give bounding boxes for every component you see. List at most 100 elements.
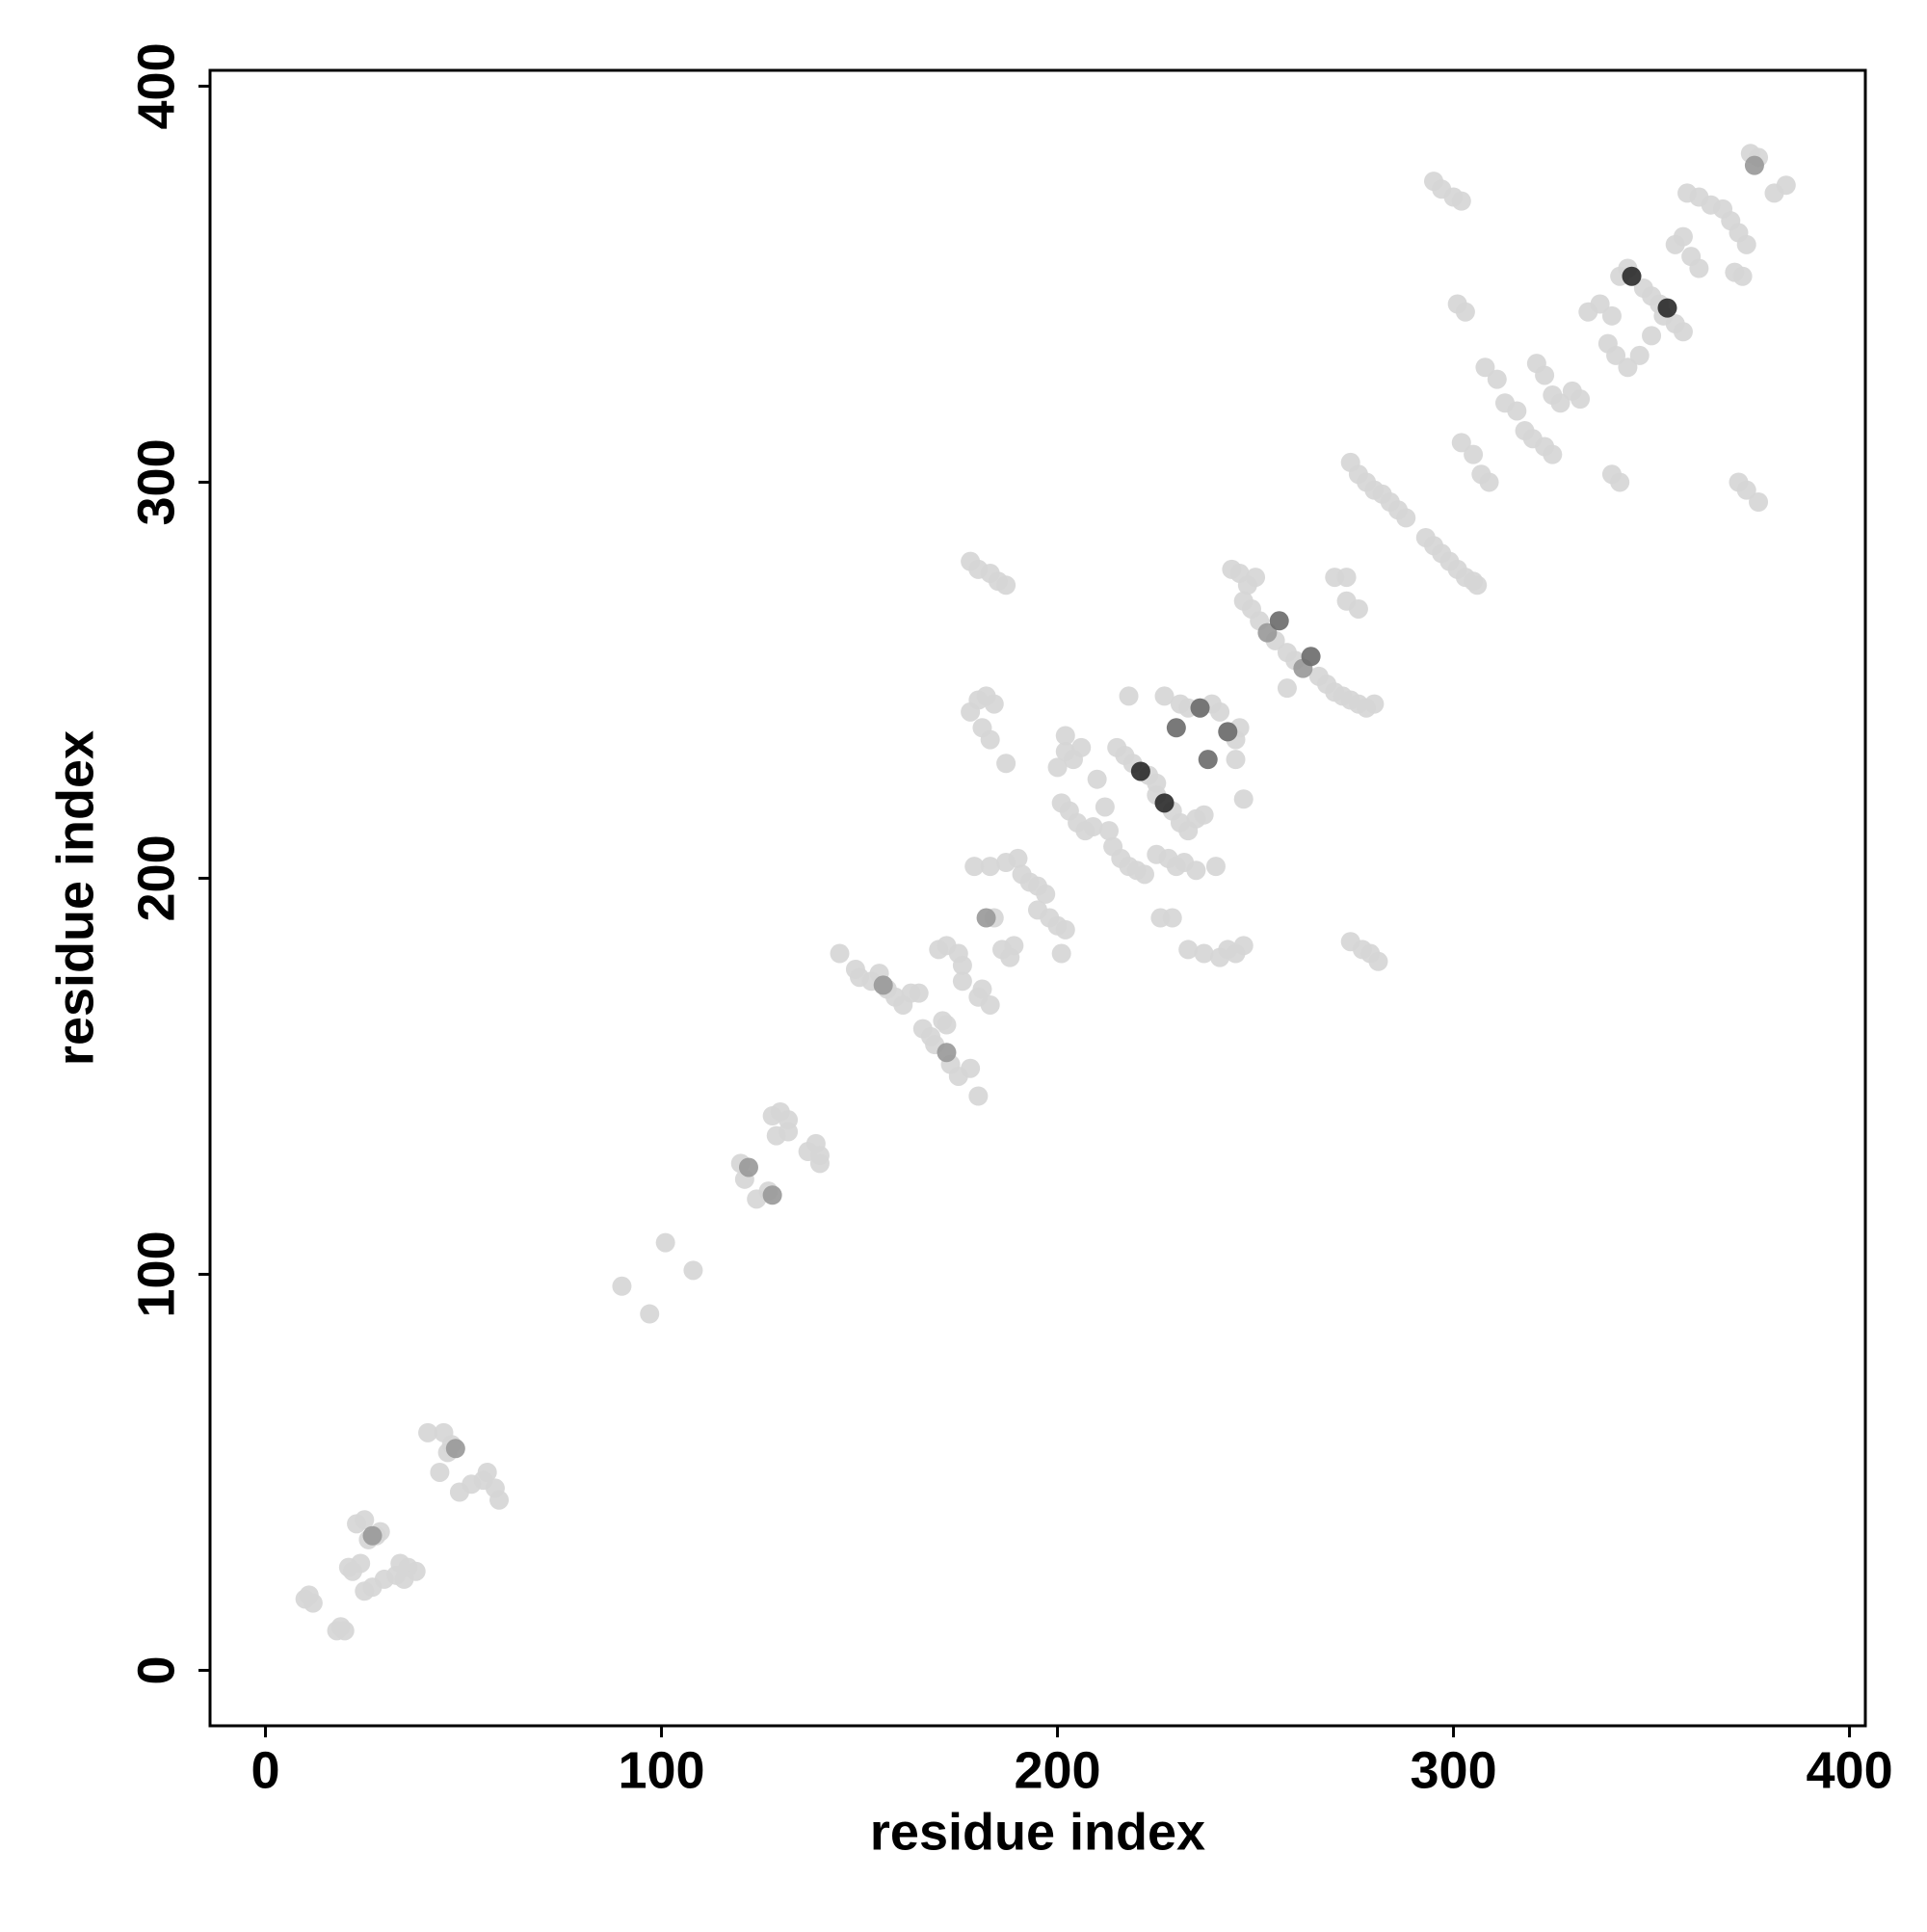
point: [362, 1525, 383, 1546]
point: [1464, 444, 1484, 464]
point: [1673, 226, 1693, 247]
point: [996, 754, 1016, 774]
point: [489, 1490, 510, 1510]
point: [477, 1462, 497, 1482]
point: [683, 1260, 703, 1281]
point: [1055, 726, 1075, 746]
y-tick-label: 300: [127, 438, 185, 525]
point: [1166, 718, 1186, 738]
point: [1194, 943, 1214, 964]
point: [909, 983, 929, 1003]
point: [299, 1585, 319, 1605]
point: [418, 1422, 438, 1442]
point: [655, 1232, 675, 1253]
y-tick-label: 0: [127, 1655, 185, 1684]
point: [1257, 622, 1278, 643]
point: [1606, 345, 1626, 365]
point: [1348, 598, 1368, 619]
point: [1194, 805, 1214, 825]
point: [1198, 750, 1218, 770]
point: [1550, 393, 1571, 413]
point: [1301, 647, 1321, 667]
point: [830, 943, 850, 964]
point: [1487, 369, 1507, 389]
point: [1071, 737, 1092, 757]
point: [1205, 857, 1226, 877]
point: [1098, 821, 1119, 841]
point: [1162, 908, 1182, 928]
point: [1210, 701, 1230, 722]
point: [1736, 234, 1756, 254]
point: [972, 979, 992, 999]
point: [1689, 258, 1709, 278]
point: [1475, 357, 1495, 378]
point: [1673, 322, 1693, 342]
point: [1590, 294, 1610, 314]
point: [1451, 191, 1471, 211]
point: [1051, 943, 1071, 964]
point: [1629, 345, 1650, 365]
point: [1618, 357, 1638, 378]
point: [1134, 864, 1154, 885]
y-tick-label: 100: [127, 1231, 185, 1317]
y-axis-title: residue index: [46, 730, 104, 1066]
point: [1642, 326, 1662, 346]
x-axis-title: residue index: [870, 1803, 1205, 1861]
point: [1008, 848, 1028, 868]
point: [1154, 686, 1175, 706]
point: [1055, 919, 1075, 940]
point: [1119, 686, 1139, 706]
point: [1190, 698, 1210, 718]
plot-frame: [208, 68, 1867, 1728]
point: [1047, 757, 1068, 778]
point: [1622, 266, 1642, 286]
point: [1336, 568, 1357, 588]
point: [976, 908, 996, 928]
point: [1776, 175, 1796, 196]
point: [980, 994, 1000, 1015]
point: [1535, 365, 1555, 385]
point: [738, 1157, 758, 1178]
point: [1455, 302, 1475, 322]
point: [779, 1122, 799, 1142]
point: [1186, 860, 1206, 881]
point: [964, 857, 985, 877]
point: [980, 857, 1000, 877]
point: [980, 729, 1000, 750]
point: [1657, 298, 1677, 318]
point: [1269, 611, 1289, 631]
point: [968, 1086, 989, 1106]
x-tick-label: 200: [1014, 1741, 1100, 1799]
point: [394, 1569, 414, 1589]
y-tick-label: 400: [127, 42, 185, 129]
y-tick-label: 200: [127, 834, 185, 921]
point: [1396, 508, 1416, 528]
point: [1226, 750, 1246, 770]
x-tick-label: 0: [251, 1741, 280, 1799]
point: [1749, 491, 1769, 512]
point: [996, 575, 1016, 595]
point: [1571, 389, 1591, 410]
point: [1467, 575, 1488, 595]
point: [984, 694, 1004, 714]
point: [1451, 433, 1471, 453]
point: [937, 1015, 957, 1035]
point: [762, 1185, 782, 1205]
point: [1130, 761, 1150, 781]
point: [445, 1439, 465, 1459]
point: [1277, 678, 1297, 699]
point: [1000, 947, 1020, 967]
point: [1744, 155, 1764, 175]
x-tick-label: 100: [618, 1741, 704, 1799]
point: [430, 1462, 450, 1482]
point: [1610, 472, 1630, 492]
point: [334, 1621, 355, 1641]
point: [612, 1276, 632, 1296]
point: [1087, 769, 1107, 789]
point: [1233, 789, 1254, 809]
point: [1601, 305, 1622, 326]
point: [640, 1304, 660, 1324]
point: [1218, 722, 1238, 742]
point: [1036, 884, 1056, 904]
